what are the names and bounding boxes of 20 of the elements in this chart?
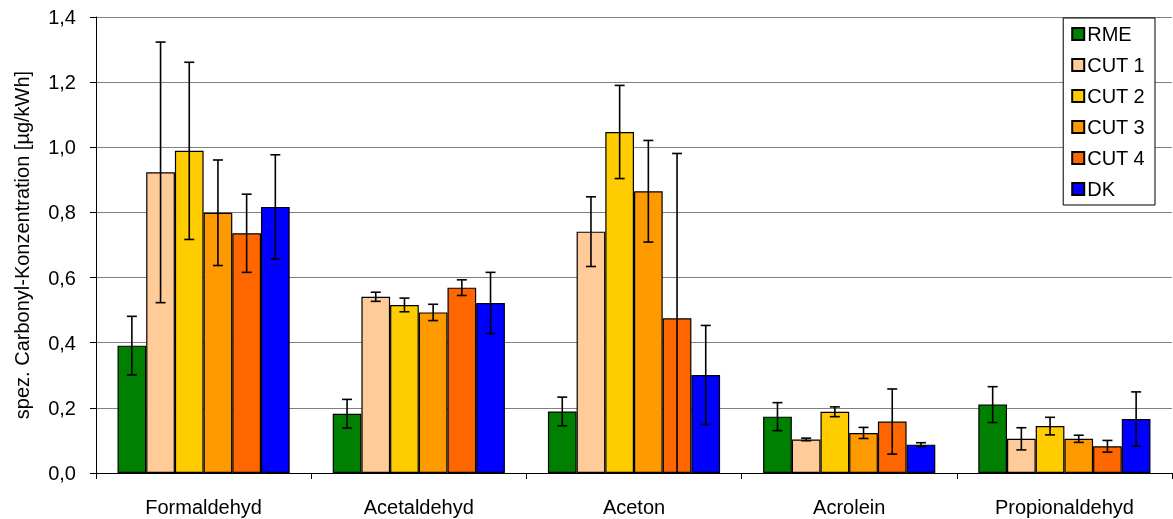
- x-tick-label: Formaldehyd: [145, 496, 262, 518]
- legend-label: CUT 2: [1087, 85, 1145, 107]
- y-tick-label: 0,6: [48, 266, 76, 289]
- legend-label: CUT 3: [1087, 116, 1145, 138]
- x-tick-label: Propionaldehyd: [994, 496, 1134, 518]
- y-tick-label: 0,4: [48, 331, 76, 354]
- x-tick-label: Acrolein: [813, 496, 886, 518]
- y-tick-label: 0,2: [48, 396, 76, 419]
- y-tick-label: 1,2: [48, 71, 76, 94]
- legend-label: RME: [1087, 23, 1132, 45]
- y-tick-label: 1,4: [48, 6, 76, 28]
- y-tick-label: 0,8: [48, 201, 76, 224]
- y-tick-label: 1,0: [48, 136, 76, 159]
- y-axis-title: spez. Carbonyl-Konzentration [µg/kWh]: [11, 70, 33, 420]
- y-tick-label: 0,0: [48, 462, 76, 484]
- legend-label: CUT 1: [1087, 54, 1145, 76]
- legend-label: CUT 4: [1087, 147, 1145, 169]
- x-tick-label: Acetaldehyd: [363, 496, 474, 518]
- x-tick-label: Aceton: [602, 496, 666, 518]
- legend-label: DK: [1087, 178, 1116, 200]
